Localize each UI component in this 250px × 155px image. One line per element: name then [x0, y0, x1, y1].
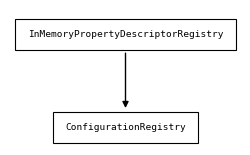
FancyBboxPatch shape — [52, 112, 198, 143]
Text: ConfigurationRegistry: ConfigurationRegistry — [65, 123, 185, 132]
FancyBboxPatch shape — [15, 19, 235, 50]
Text: InMemoryPropertyDescriptorRegistry: InMemoryPropertyDescriptorRegistry — [28, 30, 222, 39]
